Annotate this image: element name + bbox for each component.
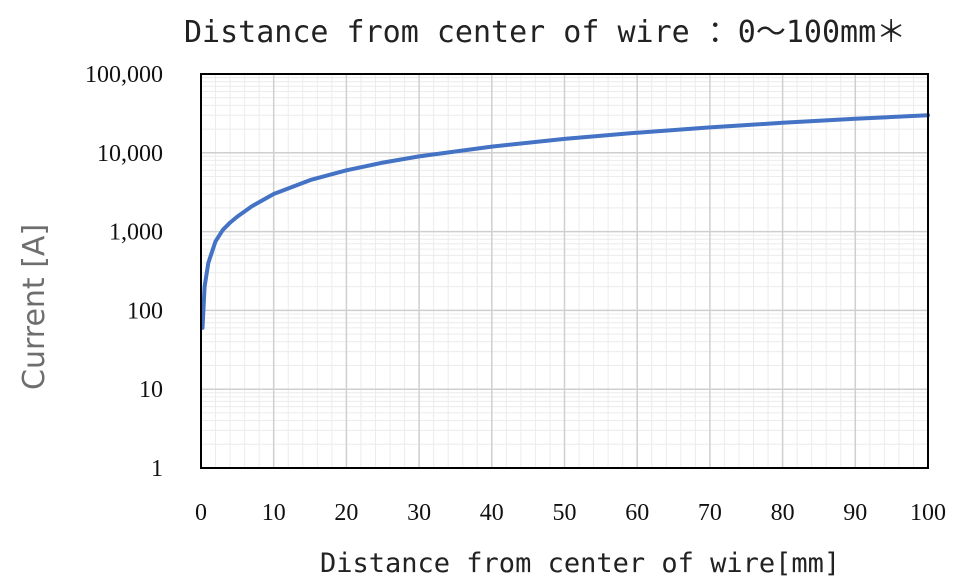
x-tick-label: 90 <box>843 500 867 526</box>
y-axis-label: Current [A] <box>17 224 52 390</box>
y-tick-label: 10 <box>139 377 163 403</box>
x-tick-label: 100 <box>910 500 946 526</box>
y-tick-label: 10,000 <box>97 141 163 167</box>
y-tick-label: 1 <box>151 456 163 482</box>
x-tick-labels: 0 10 20 30 40 50 60 70 80 90 100 <box>195 500 946 526</box>
plot-frame <box>200 73 929 469</box>
series-layer <box>200 113 930 330</box>
x-tick-label: 20 <box>334 500 358 526</box>
y-tick-label: 1,000 <box>109 220 163 246</box>
x-tick-label: 40 <box>480 500 504 526</box>
chart-title: Distance from center of wire ：0〜100mm＊ <box>184 15 906 50</box>
x-tick-label: 70 <box>698 500 722 526</box>
x-tick-label: 10 <box>262 500 286 526</box>
x-tick-label: 0 <box>195 500 207 526</box>
y-tick-labels: 100,000 10,000 1,000 100 10 1 <box>85 62 163 482</box>
x-tick-label: 50 <box>553 500 577 526</box>
x-tick-label: 30 <box>407 500 431 526</box>
x-axis-label: Distance from center of wire[mm] <box>320 548 840 579</box>
series-line-0 <box>200 113 930 330</box>
x-tick-label: 60 <box>625 500 649 526</box>
x-tick-label: 80 <box>771 500 795 526</box>
y-tick-label: 100 <box>127 298 163 324</box>
y-tick-label: 100,000 <box>85 62 163 88</box>
major-gridlines <box>201 74 928 468</box>
